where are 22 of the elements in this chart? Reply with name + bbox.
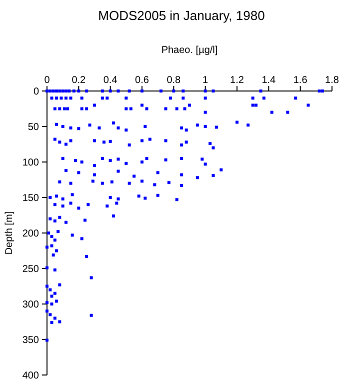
x-tick-label: 1.2 <box>230 75 244 86</box>
y-tick-label: 350 <box>22 335 40 346</box>
x-axis-title: Phaeo. [µg/l] <box>161 45 218 56</box>
x-tick-label: 0.4 <box>103 75 118 86</box>
x-tick-label: 0.8 <box>166 75 182 86</box>
y-tick-label: 300 <box>22 300 40 310</box>
chart-title: MODS2005 in January, 1980 <box>98 8 265 23</box>
y-tick-label: 200 <box>22 228 40 240</box>
y-axis-title: Depth [m] <box>4 211 15 255</box>
x-tick-label: 1.8 <box>325 75 340 86</box>
y-tick-label: 400 <box>22 370 40 382</box>
x-tick-label: 0 <box>44 75 50 86</box>
y-tick-label: 100 <box>22 158 40 168</box>
y-tick-label: 0 <box>33 86 40 98</box>
x-tick-label: 0.6 <box>135 75 150 86</box>
y-tick-label: 50 <box>28 122 40 133</box>
x-tick-label: 1 <box>202 75 209 86</box>
y-tick-label: 150 <box>22 193 40 204</box>
x-tick-label: 0.2 <box>72 75 86 86</box>
x-tick-label: 1.4 <box>262 75 276 86</box>
x-tick-label: 1.6 <box>293 75 308 86</box>
y-tick-label: 250 <box>22 264 40 275</box>
